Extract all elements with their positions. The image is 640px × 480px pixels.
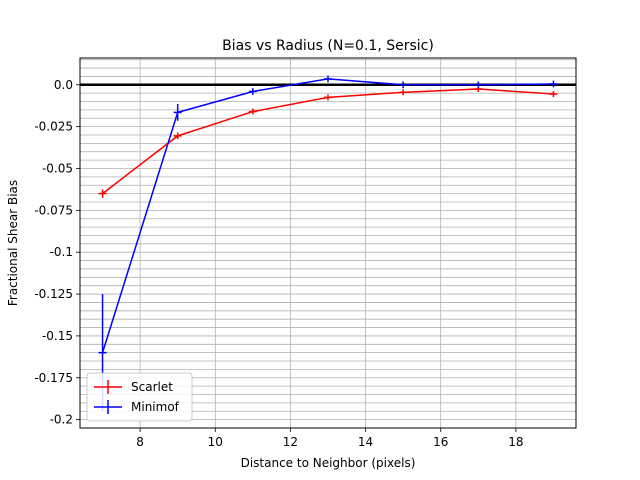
plot-frame	[79, 57, 577, 429]
legend: Scarlet Minimof	[86, 372, 193, 422]
series-layer	[98, 75, 558, 412]
y-tick-label: -0.075	[34, 203, 73, 217]
chart-title: Bias vs Radius (N=0.1, Sersic)	[222, 38, 434, 54]
x-tick-label: 14	[358, 435, 373, 449]
y-tick-label: -0.15	[42, 329, 73, 343]
y-tick-label: -0.1	[50, 245, 73, 259]
y-tick-label: -0.2	[50, 413, 73, 427]
y-tick-label: -0.025	[34, 120, 73, 134]
x-tick-label: 18	[508, 435, 523, 449]
y-tick-label: 0.0	[54, 78, 73, 92]
y-tick-label: -0.05	[42, 161, 73, 175]
legend-label-scarlet: Scarlet	[131, 380, 173, 394]
legend-label-minimof: Minimof	[131, 400, 180, 414]
x-tick-label: 10	[208, 435, 223, 449]
x-tick-label: 12	[283, 435, 298, 449]
y-tick-label: -0.125	[34, 287, 73, 301]
y-axis-label: Fractional Shear Bias	[6, 180, 20, 306]
x-tick-label: 16	[433, 435, 448, 449]
legend-box	[86, 372, 193, 422]
tick-layer: 8 10 12 14 16 18 0.0 -0.025 -0.05 -0.075 -0.1 -0.12…	[34, 78, 523, 449]
y-tick-label: -0.175	[34, 371, 73, 385]
x-tick-label: 8	[136, 435, 144, 449]
x-axis-label: Distance to Neighbor (pixels)	[241, 456, 416, 470]
